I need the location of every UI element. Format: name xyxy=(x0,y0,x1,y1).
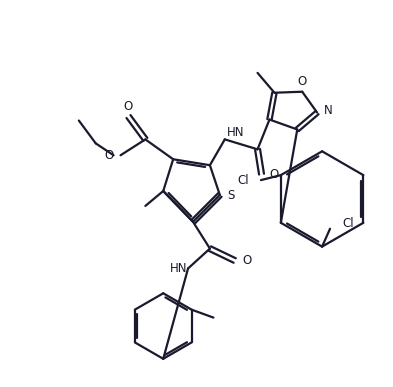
Text: O: O xyxy=(105,149,114,162)
Text: S: S xyxy=(227,190,234,202)
Text: HN: HN xyxy=(169,262,187,275)
Text: N: N xyxy=(324,104,333,117)
Text: Cl: Cl xyxy=(237,174,249,187)
Text: HN: HN xyxy=(227,126,244,139)
Text: O: O xyxy=(124,100,133,113)
Text: O: O xyxy=(242,254,252,267)
Text: Cl: Cl xyxy=(342,217,354,230)
Text: O: O xyxy=(270,168,279,181)
Text: O: O xyxy=(298,75,307,88)
